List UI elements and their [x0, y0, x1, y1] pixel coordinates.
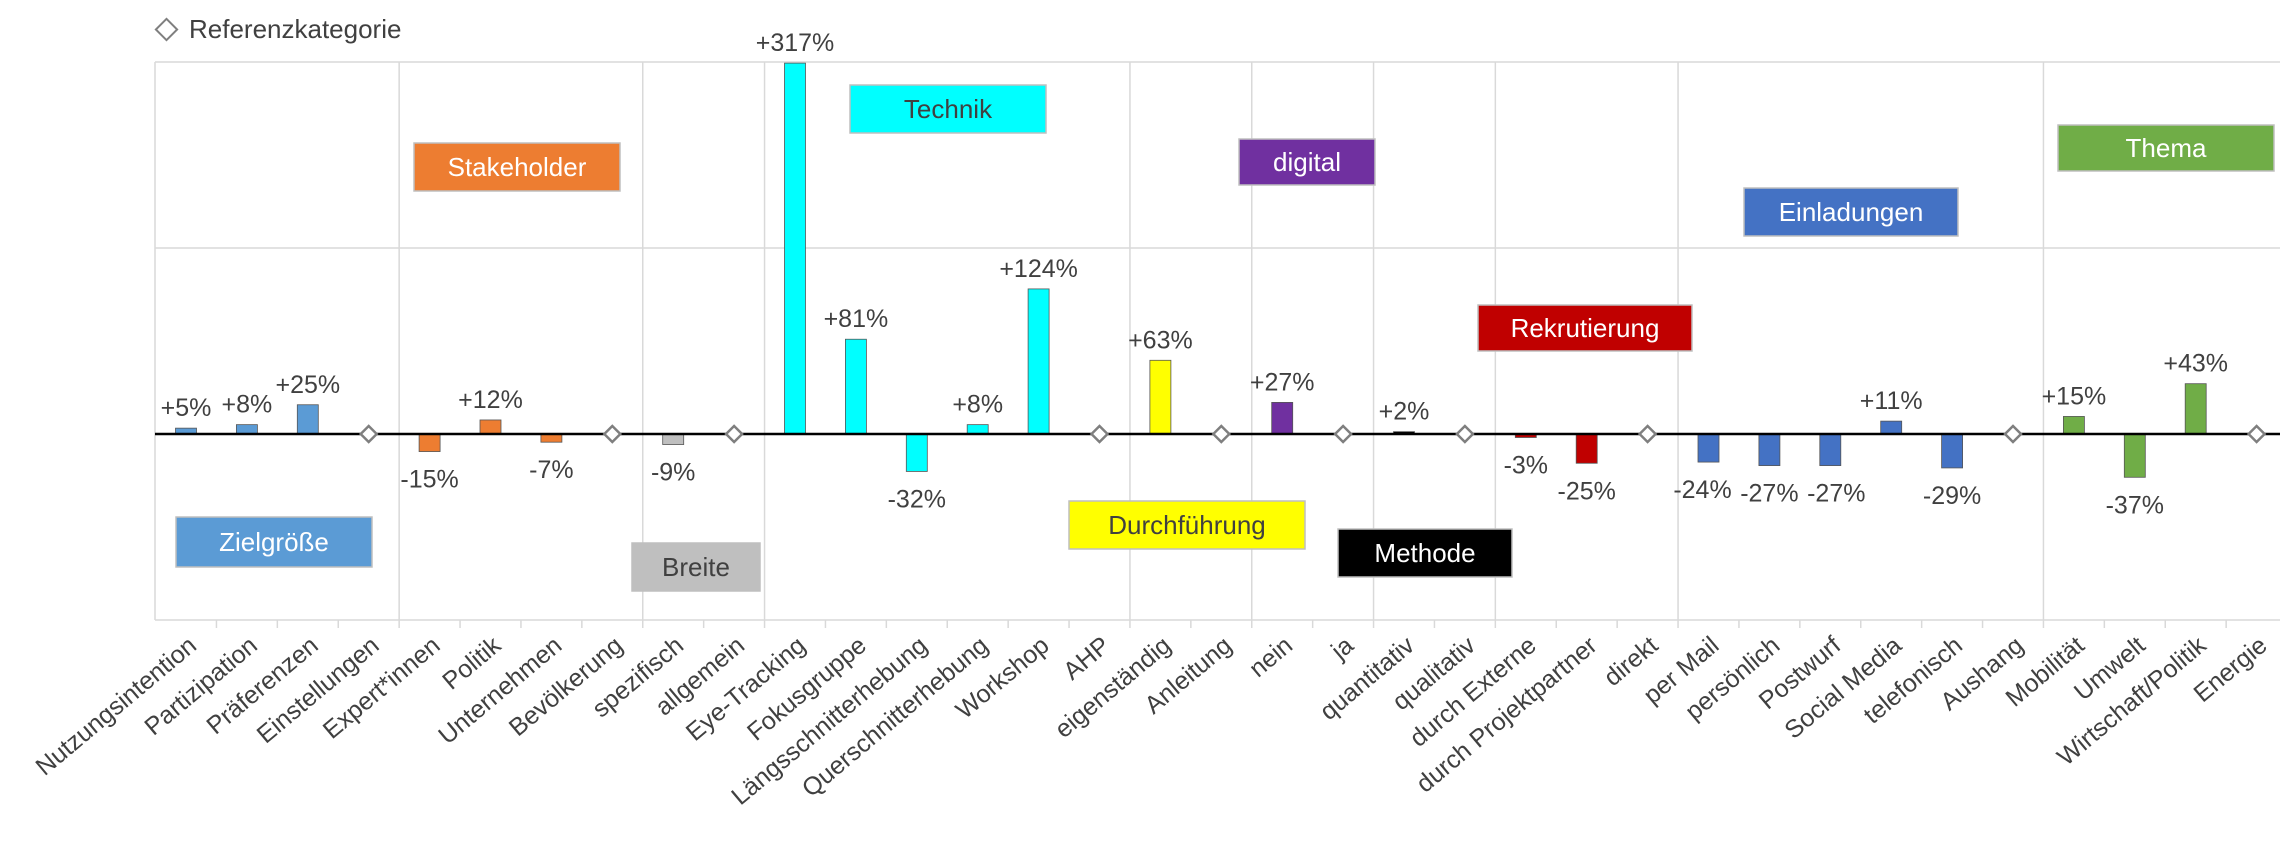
reference-marker [358, 424, 379, 444]
legend: Referenzkategorie [154, 14, 402, 45]
data-label: +43% [2163, 350, 2228, 378]
bar [418, 433, 441, 452]
group-box [1477, 304, 1693, 352]
data-label: -25% [1558, 477, 1616, 505]
reference-marker [1637, 424, 1658, 444]
bar [1880, 420, 1903, 435]
group-box [1238, 138, 1376, 186]
reference-marker [2246, 424, 2267, 444]
data-label: +124% [999, 255, 1078, 283]
group-label: Rekrutierung [1511, 313, 1660, 343]
data-label: -7% [529, 456, 573, 484]
bar [1819, 433, 1842, 466]
category-label: nein [1244, 631, 1298, 683]
data-label: +63% [1128, 326, 1193, 354]
group-label: Durchführung [1108, 510, 1266, 540]
reference-diamond-icon [154, 17, 179, 42]
reference-marker [2003, 424, 2023, 444]
data-label: -27% [1740, 480, 1798, 508]
bar [2123, 433, 2146, 478]
group-label: Zielgröße [219, 527, 329, 557]
bar [2062, 416, 2085, 435]
group-box [849, 84, 1047, 134]
group-label: Stakeholder [448, 152, 587, 182]
bar [1941, 433, 1963, 469]
bar [479, 419, 502, 435]
data-label: +11% [1860, 387, 1923, 415]
category-label: ja [1325, 631, 1359, 666]
bar [662, 433, 685, 445]
group-label: Technik [904, 94, 993, 124]
data-label: -27% [1807, 480, 1865, 508]
bar [1697, 433, 1720, 463]
data-label: -15% [400, 466, 458, 494]
data-label: +27% [1250, 368, 1315, 396]
data-label: -24% [1673, 476, 1731, 504]
reference-marker [724, 424, 744, 444]
bar [1027, 288, 1050, 435]
bar [845, 338, 867, 435]
data-label: +12% [458, 386, 523, 414]
data-label: +5% [161, 394, 212, 422]
data-label: +2% [1379, 398, 1430, 426]
bar [1149, 359, 1172, 435]
group-box [2057, 124, 2275, 172]
reference-marker [1455, 424, 1475, 444]
group-box [1068, 500, 1306, 550]
group-box [413, 142, 621, 192]
bar [1758, 433, 1781, 466]
data-label: +25% [275, 371, 340, 399]
data-label: -29% [1923, 482, 1981, 510]
data-label: +15% [2042, 382, 2107, 410]
group-label: Methode [1374, 538, 1475, 568]
group-box [631, 542, 761, 592]
bar [2184, 383, 2207, 435]
group-box [1337, 528, 1513, 578]
reference-marker [1211, 424, 1232, 444]
data-label: -37% [2106, 491, 2164, 519]
data-label: +8% [222, 391, 273, 419]
group-box [175, 516, 373, 568]
reference-marker [1333, 424, 1353, 444]
legend-reference-label: Referenzkategorie [189, 14, 402, 44]
bar [296, 404, 319, 435]
data-label: -9% [651, 459, 695, 487]
data-label: +81% [824, 305, 889, 333]
group-label: Einladungen [1779, 197, 1924, 227]
group-box [1743, 187, 1959, 237]
reference-marker [602, 424, 623, 444]
bar [905, 433, 928, 472]
data-label: -32% [888, 485, 946, 513]
data-label: +8% [952, 391, 1003, 419]
bar [235, 424, 258, 435]
group-label: digital [1273, 147, 1341, 177]
bar [966, 424, 989, 435]
bar [1575, 433, 1598, 464]
bar [1271, 402, 1294, 435]
bar [784, 62, 806, 435]
group-label: Breite [662, 552, 730, 582]
group-label: Thema [2126, 133, 2207, 163]
reference-marker [1089, 424, 1110, 444]
data-label: +317% [756, 29, 835, 57]
data-label: -3% [1504, 452, 1548, 480]
